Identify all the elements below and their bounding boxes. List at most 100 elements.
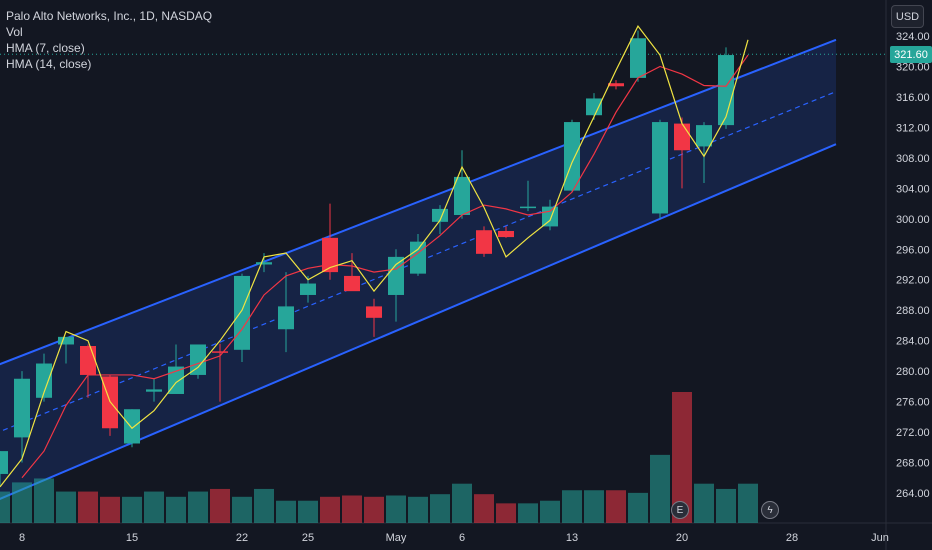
- volume-bar: [650, 454, 670, 523]
- chart-legend: Palo Alto Networks, Inc., 1D, NASDAQ Vol…: [6, 8, 212, 72]
- volume-bar: [298, 500, 318, 523]
- price-tick-label: 292.00: [896, 275, 930, 287]
- candle-body: [212, 351, 228, 353]
- price-tick-label: 300.00: [896, 214, 930, 226]
- volume-bar: [276, 500, 296, 523]
- volume-bar: [12, 482, 32, 523]
- volume-bar: [56, 491, 76, 523]
- candle-body: [278, 306, 294, 330]
- candle-body: [344, 275, 360, 292]
- time-tick-label: 15: [126, 532, 138, 544]
- volume-bar: [320, 496, 340, 523]
- price-tick-label: 308.00: [896, 153, 930, 165]
- price-tick-label: 316.00: [896, 92, 930, 104]
- price-tick-label: 320.00: [896, 61, 930, 73]
- legend-hma14[interactable]: HMA (14, close): [6, 57, 92, 71]
- price-tick-label: 264.00: [896, 488, 930, 500]
- volume-bar: [144, 491, 164, 523]
- candle-body: [322, 237, 338, 273]
- channel-middle-line: [0, 91, 837, 433]
- volume-bar: [496, 503, 516, 523]
- earnings-event-icon[interactable]: E: [671, 501, 689, 519]
- volume-bar: [474, 494, 494, 523]
- candle-body: [0, 451, 8, 474]
- price-tick-label: 288.00: [896, 305, 930, 317]
- time-tick-label: 20: [676, 532, 688, 544]
- time-tick-label: 6: [459, 532, 465, 544]
- volume-bar: [408, 496, 428, 523]
- price-tick-label: 268.00: [896, 458, 930, 470]
- volume-bar: [628, 492, 648, 523]
- hma14-line: [21, 54, 749, 479]
- volume-bar: [716, 488, 736, 523]
- candle-body: [608, 83, 624, 87]
- volume-bar: [694, 483, 714, 523]
- volume-bar: [540, 500, 560, 523]
- time-tick-label: 28: [786, 532, 798, 544]
- hma7-line: [0, 24, 749, 488]
- price-tick-label: 296.00: [896, 244, 930, 256]
- volume-bar: [100, 496, 120, 523]
- candle-body: [58, 336, 74, 345]
- volume-bar: [166, 496, 186, 523]
- time-tick-label: Jun: [871, 532, 889, 544]
- candle-body: [80, 345, 96, 375]
- volume-bar: [78, 491, 98, 523]
- candle-body: [630, 38, 646, 78]
- dividend-event-icon[interactable]: ϟ: [761, 501, 779, 519]
- volume-bar: [232, 496, 252, 523]
- candle-body: [366, 306, 382, 318]
- symbol-title[interactable]: Palo Alto Networks, Inc., 1D, NASDAQ: [6, 9, 213, 23]
- candle-body: [234, 275, 250, 350]
- price-tick-label: 272.00: [896, 427, 930, 439]
- candle-body: [476, 230, 492, 254]
- price-tick-label: 276.00: [896, 397, 930, 409]
- last-price-badge: 321.60: [890, 46, 932, 63]
- currency-button[interactable]: USD: [891, 5, 924, 28]
- candle-body: [36, 363, 52, 398]
- legend-hma7[interactable]: HMA (7, close): [6, 41, 85, 55]
- candle-body: [674, 123, 690, 151]
- candle-body: [454, 176, 470, 215]
- price-tick-label: 312.00: [896, 122, 930, 134]
- volume-bar: [342, 495, 362, 523]
- time-tick-label: 13: [566, 532, 578, 544]
- volume-bar: [452, 483, 472, 523]
- volume-bar: [0, 491, 10, 523]
- volume-bar: [606, 490, 626, 523]
- price-tick-label: 280.00: [896, 366, 930, 378]
- channel-upper-line: [0, 38, 837, 366]
- legend-vol[interactable]: Vol: [6, 25, 23, 39]
- candle-body: [300, 283, 316, 295]
- candle-body: [124, 409, 140, 444]
- time-tick-label: 22: [236, 532, 248, 544]
- channel-lower-line: [0, 143, 837, 500]
- candle-body: [190, 344, 206, 375]
- candle-body: [520, 206, 536, 209]
- volume-bar: [386, 495, 406, 523]
- volume-bar: [364, 496, 384, 523]
- candle-body: [256, 262, 272, 265]
- volume-bar: [122, 496, 142, 523]
- candle-body: [498, 230, 514, 238]
- volume-bar: [430, 494, 450, 523]
- volume-bar: [188, 491, 208, 523]
- volume-bar: [210, 488, 230, 523]
- candle-body: [542, 206, 558, 227]
- time-tick-label: 8: [19, 532, 25, 544]
- candle-body: [718, 55, 734, 126]
- time-tick-label: May: [386, 532, 407, 544]
- candle-body: [652, 122, 668, 214]
- price-tick-label: 284.00: [896, 336, 930, 348]
- volume-bar: [34, 478, 54, 523]
- volume-bar: [518, 503, 538, 523]
- volume-bar: [672, 392, 692, 523]
- volume-bar: [254, 488, 274, 523]
- candle-body: [146, 389, 162, 392]
- price-tick-label: 304.00: [896, 183, 930, 195]
- candle-body: [14, 378, 30, 438]
- candle-body: [586, 98, 602, 116]
- candle-body: [388, 256, 404, 295]
- volume-bar: [562, 490, 582, 523]
